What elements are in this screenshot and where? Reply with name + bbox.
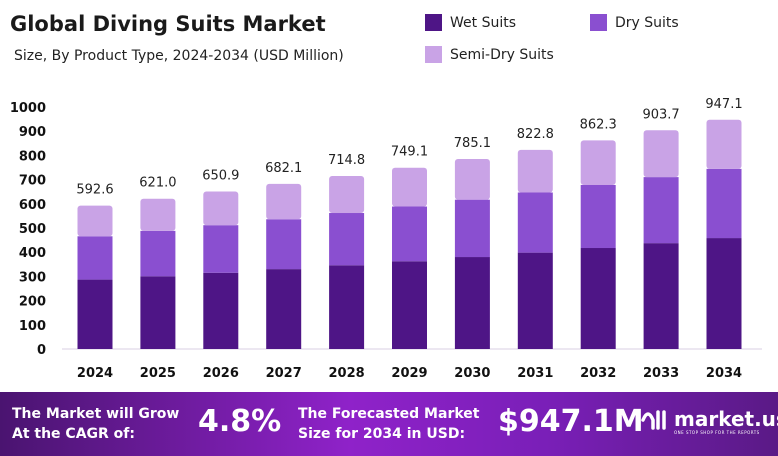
bar-wet-suits-2026 (203, 272, 239, 349)
forecast-label: The Forecasted Market Size for 2034 in U… (298, 406, 480, 442)
y-tick-label: 500 (19, 222, 46, 237)
x-tick-label: 2027 (266, 366, 302, 381)
y-tick-label: 300 (19, 270, 46, 285)
bar-semi-dry-suits-2027 (266, 183, 302, 220)
bar-dry-suits-2027 (266, 219, 302, 270)
bar-wet-suits-2029 (392, 261, 427, 349)
x-tick-label: 2032 (580, 366, 616, 381)
y-tick-label: 600 (19, 198, 46, 213)
bar-wet-suits-2024 (77, 279, 113, 349)
bar-dry-suits-2029 (392, 206, 427, 262)
bar-semi-dry-suits-2033 (643, 130, 679, 178)
x-tick-label: 2028 (329, 366, 365, 381)
x-tick-label: 2029 (391, 366, 427, 381)
x-tick-label: 2026 (203, 366, 239, 381)
bar-dry-suits-2030 (454, 199, 490, 258)
legend-label: Wet Suits (450, 14, 517, 31)
brand-name: market.us (674, 407, 778, 431)
brand-logo: market.us ONE STOP SHOP FOR THE REPORTS (640, 406, 778, 435)
bar-dry-suits-2024 (77, 236, 113, 280)
bar-semi-dry-suits-2031 (517, 149, 553, 193)
bar-wet-suits-2028 (329, 265, 365, 349)
cagr-value: 4.8% (198, 404, 282, 439)
bar-semi-dry-suits-2034 (706, 119, 742, 169)
legend-label: Dry Suits (615, 14, 679, 31)
brand-tagline: ONE STOP SHOP FOR THE REPORTS (674, 430, 760, 435)
x-tick-label: 2031 (517, 366, 553, 381)
total-label: 749.1 (391, 145, 428, 160)
bar-dry-suits-2033 (643, 177, 679, 244)
bar-dry-suits-2032 (580, 184, 616, 249)
y-tick-label: 900 (19, 125, 46, 140)
bar-dry-suits-2034 (706, 168, 742, 239)
chart-title: Global Diving Suits Market (10, 12, 326, 36)
bar-wet-suits-2027 (266, 269, 302, 349)
y-tick-label: 400 (19, 246, 46, 261)
y-tick-label: 100 (19, 319, 46, 334)
total-label: 947.1 (705, 97, 742, 112)
legend-item-semi-dry-suits: Semi-Dry Suits (425, 46, 554, 63)
bar-semi-dry-suits-2028 (329, 176, 365, 214)
legend-swatch (425, 14, 442, 31)
chart-subtitle: Size, By Product Type, 2024-2034 (USD Mi… (14, 48, 344, 64)
total-label: 621.0 (139, 176, 176, 191)
total-label: 714.8 (328, 153, 365, 168)
x-tick-label: 2024 (77, 366, 113, 381)
plot-area: 0 100 200 300 400 500 600 700 800 900 1000 592.6 202… (10, 97, 762, 381)
bar-semi-dry-suits-2030 (454, 159, 490, 200)
x-tick-label: 2030 (454, 366, 490, 381)
bar-wet-suits-2034 (706, 238, 742, 349)
bar-wet-suits-2032 (580, 248, 616, 349)
bar-wet-suits-2025 (140, 276, 176, 349)
y-tick-label: 0 (37, 343, 46, 358)
bar-semi-dry-suits-2025 (140, 198, 176, 231)
y-tick-label: 800 (19, 149, 46, 164)
summary-banner: The Market will Grow At the CAGR of: 4.8… (0, 392, 778, 456)
x-tick-label: 2033 (643, 366, 679, 381)
total-label: 822.8 (517, 127, 554, 142)
bar-semi-dry-suits-2024 (77, 205, 113, 237)
bar-dry-suits-2028 (329, 213, 365, 266)
forecast-value: $947.1M (498, 404, 644, 439)
x-tick-label: 2025 (140, 366, 176, 381)
total-label: 592.6 (76, 183, 113, 198)
legend-item-dry-suits: Dry Suits (590, 14, 679, 31)
y-tick-label: 200 (19, 295, 46, 310)
total-label: 903.7 (642, 107, 679, 122)
bar-dry-suits-2031 (517, 192, 553, 253)
legend-item-wet-suits: Wet Suits (425, 14, 516, 31)
total-label: 785.1 (454, 136, 491, 151)
bar-semi-dry-suits-2029 (392, 167, 427, 207)
y-tick-label: 700 (19, 174, 46, 189)
brand-logo-icon (641, 410, 666, 430)
total-label: 650.9 (202, 168, 239, 183)
bar-dry-suits-2025 (140, 230, 176, 277)
legend-swatch (425, 46, 442, 63)
bar-wet-suits-2031 (517, 252, 553, 349)
legend-label: Semi-Dry Suits (450, 46, 554, 63)
total-label: 682.1 (265, 161, 302, 176)
x-tick-label: 2034 (706, 366, 742, 381)
bar-semi-dry-suits-2032 (580, 140, 616, 185)
bar-wet-suits-2030 (454, 257, 490, 349)
bar-semi-dry-suits-2026 (203, 191, 239, 226)
cagr-label: The Market will Grow At the CAGR of: (12, 406, 180, 442)
bar-wet-suits-2033 (643, 243, 679, 349)
legend-swatch (590, 14, 607, 31)
bar-dry-suits-2026 (203, 225, 239, 273)
total-label: 862.3 (580, 117, 617, 132)
y-tick-label: 1000 (10, 101, 46, 116)
